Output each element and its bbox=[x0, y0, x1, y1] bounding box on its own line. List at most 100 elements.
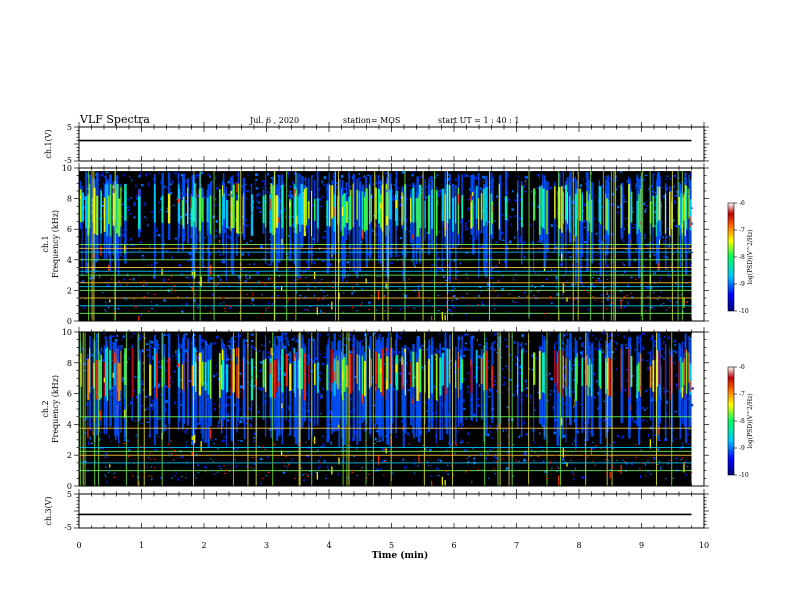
low-band-speck bbox=[573, 299, 576, 301]
noise-speck bbox=[497, 203, 500, 205]
noise-speck bbox=[322, 259, 325, 262]
noise-speck bbox=[663, 255, 665, 258]
sferic-column bbox=[455, 346, 457, 446]
noise-speck bbox=[645, 205, 649, 208]
noise-speck bbox=[309, 246, 312, 248]
impulse-streak bbox=[499, 332, 501, 486]
noise-speck bbox=[160, 197, 162, 201]
noise-speck bbox=[139, 241, 142, 244]
noise-speck bbox=[672, 245, 675, 248]
noise-speck bbox=[577, 430, 579, 434]
sferic-hotspot bbox=[395, 200, 398, 209]
low-band-speck bbox=[609, 469, 612, 471]
noise-speck bbox=[486, 360, 490, 362]
noise-speck bbox=[89, 220, 93, 222]
sferic-core bbox=[112, 193, 115, 226]
noise-speck bbox=[605, 272, 607, 275]
noise-speck bbox=[138, 462, 140, 464]
low-band-speck bbox=[544, 455, 547, 457]
low-band-speck bbox=[606, 443, 609, 445]
noise-speck bbox=[294, 339, 298, 343]
noise-speck bbox=[172, 204, 175, 206]
low-band-speck bbox=[168, 447, 171, 449]
low-band-speck bbox=[511, 300, 514, 302]
noise-speck bbox=[691, 251, 693, 254]
noise-speck bbox=[260, 344, 263, 346]
sferic-column bbox=[194, 338, 196, 445]
noise-speck bbox=[312, 175, 315, 177]
sferic-column bbox=[326, 183, 330, 274]
noise-speck bbox=[318, 459, 320, 462]
noise-speck bbox=[266, 356, 270, 359]
noise-speck bbox=[336, 186, 338, 190]
noise-speck bbox=[564, 388, 567, 391]
noise-speck bbox=[217, 424, 220, 428]
noise-speck bbox=[484, 456, 488, 460]
ch2-spectrogram-image bbox=[79, 332, 694, 486]
low-band-speck bbox=[223, 302, 225, 304]
noise-speck bbox=[672, 360, 675, 363]
noise-speck bbox=[290, 388, 293, 391]
noise-speck bbox=[479, 187, 482, 190]
noise-speck bbox=[429, 449, 432, 452]
noise-speck bbox=[330, 441, 332, 445]
sferic-column bbox=[586, 172, 589, 272]
sferic-core bbox=[167, 193, 171, 224]
sferic-core bbox=[587, 200, 589, 232]
noise-speck bbox=[493, 383, 496, 386]
low-band-speck bbox=[286, 466, 289, 468]
low-band-speck bbox=[623, 461, 626, 463]
frequency-tick-label: 2 bbox=[67, 286, 72, 295]
noise-speck bbox=[531, 241, 534, 244]
ch1-spectrogram-image bbox=[79, 171, 693, 321]
noise-speck bbox=[324, 250, 328, 253]
noise-speck bbox=[102, 172, 104, 175]
sferic-column bbox=[335, 349, 339, 432]
noise-speck bbox=[616, 434, 620, 438]
noise-speck bbox=[257, 201, 261, 204]
noise-speck bbox=[633, 420, 637, 422]
noise-speck bbox=[593, 445, 596, 447]
sferic-core bbox=[308, 365, 310, 384]
noise-speck bbox=[496, 294, 499, 297]
noise-speck bbox=[152, 400, 154, 403]
sferic-core bbox=[375, 351, 377, 384]
noise-speck bbox=[248, 275, 251, 279]
noise-speck bbox=[373, 186, 375, 188]
sferic-column bbox=[343, 354, 346, 445]
noise-speck bbox=[128, 357, 130, 360]
noise-speck bbox=[88, 441, 90, 444]
low-band-speck bbox=[600, 300, 603, 302]
sferic-core bbox=[275, 195, 279, 228]
low-band-speck bbox=[342, 311, 344, 313]
noise-speck bbox=[193, 299, 196, 302]
noise-speck bbox=[406, 347, 410, 349]
noise-speck bbox=[482, 356, 484, 359]
low-band-speck bbox=[207, 440, 210, 442]
noise-speck bbox=[270, 177, 273, 179]
noise-speck bbox=[476, 177, 479, 180]
low-band-speck bbox=[644, 455, 646, 457]
sferic-core bbox=[556, 363, 559, 390]
noise-speck bbox=[129, 212, 132, 215]
low-band-speck bbox=[356, 475, 358, 477]
low-band-speck bbox=[544, 313, 546, 315]
low-band-speck bbox=[493, 447, 495, 449]
low-band-speck bbox=[521, 461, 524, 463]
noise-speck bbox=[581, 265, 583, 268]
noise-speck bbox=[634, 349, 636, 351]
noise-speck bbox=[430, 279, 434, 281]
sferic-column bbox=[412, 344, 415, 439]
sferic-core bbox=[365, 188, 368, 231]
impulse-streak bbox=[422, 171, 424, 321]
sferic-core bbox=[569, 195, 571, 233]
sferic-core bbox=[96, 195, 99, 236]
noise-speck bbox=[623, 201, 627, 203]
sferic-hotspot bbox=[375, 222, 377, 228]
sferic-core bbox=[178, 188, 181, 225]
noise-speck bbox=[329, 263, 333, 267]
noise-speck bbox=[550, 302, 554, 304]
low-band-speck bbox=[320, 297, 322, 299]
noise-speck bbox=[555, 341, 558, 344]
noise-speck bbox=[234, 230, 236, 232]
